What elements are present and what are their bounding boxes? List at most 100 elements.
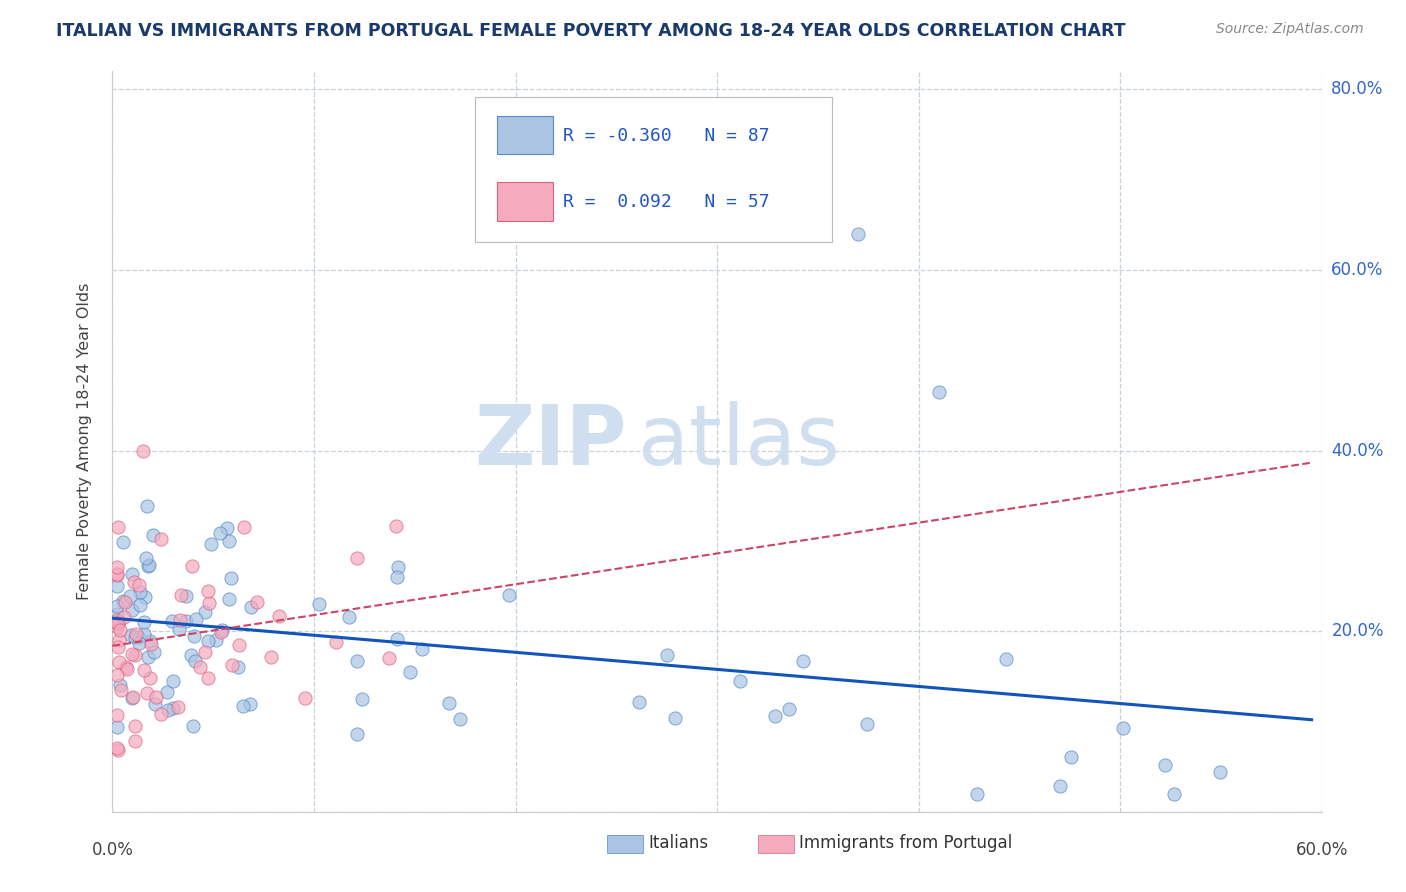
Text: 60.0%: 60.0%	[1331, 261, 1384, 279]
Point	[145, 690, 167, 705]
Y-axis label: Female Poverty Among 18-24 Year Olds: Female Poverty Among 18-24 Year Olds	[77, 283, 91, 600]
Point	[156, 685, 179, 699]
Point	[105, 607, 128, 621]
Point	[132, 663, 155, 677]
Point	[170, 589, 193, 603]
Point	[128, 578, 150, 592]
FancyBboxPatch shape	[496, 183, 553, 221]
Point	[246, 595, 269, 609]
Point	[149, 533, 172, 547]
Point	[108, 615, 131, 629]
Point	[134, 591, 156, 605]
Point	[105, 614, 128, 628]
Point	[105, 668, 128, 682]
Point	[194, 645, 217, 659]
Point	[107, 520, 129, 534]
Point	[181, 559, 204, 574]
Text: R =  0.092   N = 57: R = 0.092 N = 57	[564, 194, 770, 211]
FancyBboxPatch shape	[607, 836, 644, 853]
Point	[141, 637, 163, 651]
Point	[183, 629, 205, 643]
Point	[205, 632, 228, 647]
Point	[1049, 780, 1071, 794]
Point	[211, 623, 233, 637]
Point	[138, 558, 160, 572]
Point	[1153, 758, 1175, 772]
Point	[200, 537, 222, 551]
Point	[439, 696, 461, 710]
Point	[121, 690, 143, 705]
Point	[763, 709, 786, 723]
Point	[308, 598, 330, 612]
Point	[162, 673, 184, 688]
Text: Source: ZipAtlas.com: Source: ZipAtlas.com	[1216, 22, 1364, 37]
Point	[150, 707, 173, 722]
Point	[111, 534, 134, 549]
Point	[221, 658, 243, 673]
Point	[105, 567, 128, 582]
Point	[855, 717, 877, 731]
Point	[664, 711, 686, 725]
Point	[209, 525, 232, 540]
Point	[239, 599, 262, 614]
Point	[114, 595, 136, 609]
Point	[728, 673, 751, 688]
Point	[105, 615, 128, 630]
Point	[128, 630, 150, 644]
Point	[105, 579, 128, 593]
Point	[167, 622, 190, 636]
Point	[346, 654, 368, 668]
Text: 80.0%: 80.0%	[1331, 80, 1384, 98]
Point	[124, 648, 146, 662]
FancyBboxPatch shape	[475, 97, 832, 242]
Point	[136, 686, 159, 700]
Point	[145, 697, 167, 711]
Text: 60.0%: 60.0%	[1295, 841, 1348, 859]
Point	[105, 741, 128, 756]
Point	[232, 519, 254, 533]
Text: R = -0.360   N = 87: R = -0.360 N = 87	[564, 127, 770, 145]
Point	[325, 635, 347, 649]
Point	[121, 647, 143, 661]
Point	[181, 719, 204, 733]
Point	[1209, 764, 1232, 779]
Point	[114, 660, 136, 674]
Point	[337, 609, 360, 624]
Point	[157, 703, 180, 717]
Point	[132, 615, 155, 629]
Point	[124, 630, 146, 644]
Point	[143, 644, 166, 658]
Point	[449, 712, 471, 726]
Point	[498, 588, 520, 602]
Point	[107, 640, 129, 655]
Point	[120, 628, 142, 642]
Point	[267, 609, 290, 624]
Point	[121, 566, 143, 581]
Point	[108, 623, 131, 637]
Point	[228, 639, 250, 653]
Point	[121, 602, 143, 616]
Point	[294, 691, 316, 706]
Point	[346, 551, 368, 566]
Point	[198, 596, 221, 610]
Point	[111, 594, 134, 608]
Point	[105, 616, 128, 631]
Point	[226, 660, 249, 674]
Point	[105, 599, 128, 613]
Point	[134, 626, 156, 640]
Point	[105, 720, 128, 734]
Point	[118, 590, 141, 604]
Point	[139, 634, 162, 648]
Point	[107, 742, 129, 756]
Point	[215, 521, 238, 535]
Point	[124, 626, 146, 640]
Point	[136, 499, 159, 513]
Point	[183, 654, 205, 668]
Point	[966, 787, 988, 801]
Point	[378, 650, 401, 665]
Point	[166, 700, 188, 714]
Text: 20.0%: 20.0%	[1331, 622, 1384, 640]
Point	[778, 702, 800, 716]
FancyBboxPatch shape	[496, 116, 553, 154]
Point	[657, 648, 679, 662]
